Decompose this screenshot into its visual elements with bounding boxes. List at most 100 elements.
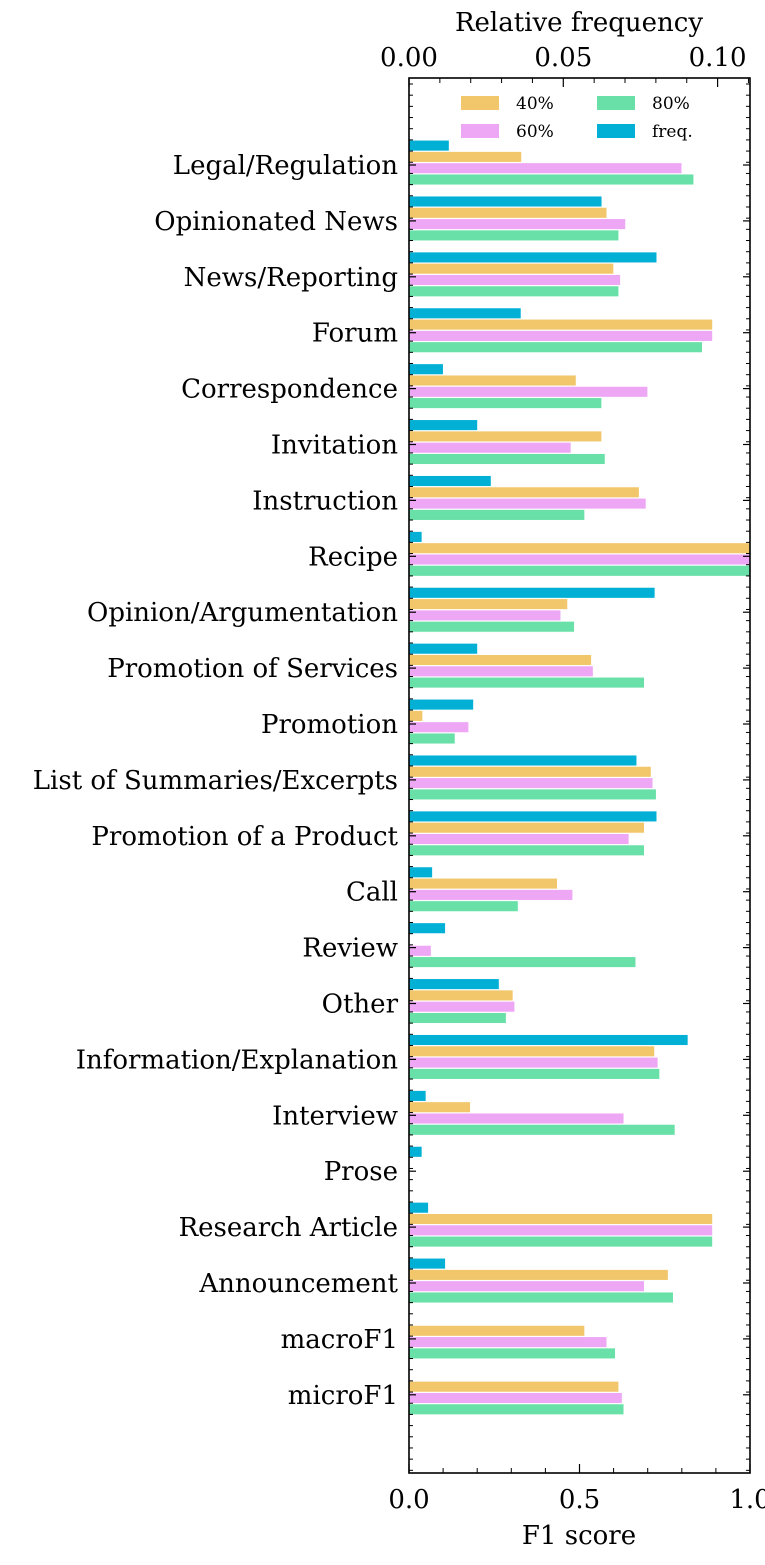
category-label-correspondence: Correspondence — [181, 375, 398, 405]
bar-80-pct-opinionated-news — [408, 229, 620, 242]
bar-60-pct-promotion-of-services — [408, 665, 594, 677]
legend-swatch-40-pct — [461, 96, 499, 110]
bar-60-pct-legal-regulation — [408, 162, 683, 174]
legend-label-60-pct: 60% — [516, 122, 554, 142]
bar-80-pct-invitation — [408, 453, 606, 465]
category-label-macrof1: macroF1 — [281, 1325, 398, 1355]
bar-80-pct-opinion-argumentation — [408, 621, 575, 633]
bar-60-pct-interview — [408, 1112, 625, 1125]
bar-40-pct-legal-regulation — [408, 151, 522, 163]
bar-40-pct-other — [408, 989, 514, 1002]
category-label-promotion: Promotion — [261, 710, 398, 740]
bar-80-pct-promotion-of-a-product — [408, 844, 645, 856]
category-label-call: Call — [346, 878, 398, 908]
legend: 40% 60% 80% freq. — [461, 94, 693, 142]
bar-60-pct-instruction — [408, 497, 647, 510]
x-tick-label: 0.5 — [559, 1485, 600, 1515]
bar-80-pct-legal-regulation — [408, 173, 695, 186]
bar-80-pct-research-article — [408, 1235, 713, 1248]
bar-freq-interview — [408, 1090, 427, 1102]
bar-freq-promotion — [408, 698, 474, 711]
category-label-information-explanation: Information/Explanation — [76, 1045, 399, 1075]
x-tick-label: 1.0 — [729, 1485, 765, 1515]
bar-40-pct-microf1 — [408, 1381, 620, 1393]
legend-label-80-pct: 80% — [652, 94, 690, 114]
bar-60-pct-news-reporting — [408, 274, 621, 286]
bar-40-pct-macrof1 — [408, 1325, 585, 1337]
bar-60-pct-call — [408, 889, 573, 901]
bar-freq-review — [408, 922, 446, 934]
top-tick-label: 0.05 — [534, 43, 592, 73]
legend-label-freq: freq. — [652, 122, 693, 142]
bar-freq-instruction — [408, 475, 492, 487]
bar-freq-announcement — [408, 1257, 446, 1270]
category-label-other: Other — [322, 990, 399, 1020]
bar-40-pct-call — [408, 877, 558, 890]
bar-80-pct-instruction — [408, 509, 585, 521]
bar-40-pct-information-explanation — [408, 1045, 655, 1057]
bar-80-pct-review — [408, 956, 637, 968]
bar-60-pct-list-of-summaries-excerpts — [408, 777, 654, 789]
category-label-instruction: Instruction — [252, 486, 398, 516]
bar-80-pct-macrof1 — [408, 1347, 616, 1360]
bar-60-pct-microf1 — [408, 1392, 623, 1404]
bar-freq-list-of-summaries-excerpts — [408, 754, 638, 767]
category-label-microf1: microF1 — [288, 1381, 398, 1411]
bar-freq-invitation — [408, 419, 478, 431]
bar-80-pct-announcement — [408, 1291, 674, 1304]
bar-80-pct-interview — [408, 1124, 676, 1136]
category-label-promotion-of-services: Promotion of Services — [107, 654, 398, 684]
bar-80-pct-correspondence — [408, 397, 602, 409]
bar-60-pct-correspondence — [408, 386, 648, 398]
bar-freq-promotion-of-services — [408, 643, 478, 655]
bar-40-pct-announcement — [408, 1269, 669, 1281]
bar-60-pct-information-explanation — [408, 1056, 659, 1069]
legend-label-40-pct: 40% — [516, 94, 554, 114]
bar-60-pct-other — [408, 1001, 516, 1013]
bar-60-pct-research-article — [408, 1224, 713, 1236]
bar-60-pct-invitation — [408, 442, 572, 454]
bar-40-pct-forum — [408, 318, 713, 331]
bar-80-pct-microf1 — [408, 1403, 625, 1415]
top-axis-title: Relative frequency — [455, 8, 703, 38]
bar-40-pct-instruction — [408, 486, 640, 498]
category-label-announcement: Announcement — [198, 1269, 398, 1299]
bar-freq-news-reporting — [408, 251, 658, 264]
bar-80-pct-promotion — [408, 732, 456, 745]
category-label-invitation: Invitation — [271, 431, 398, 461]
category-label-news-reporting: News/Reporting — [184, 263, 398, 293]
x-axis-title: F1 score — [522, 1521, 636, 1551]
plot-frame — [408, 77, 751, 1474]
bar-freq-other — [408, 978, 500, 990]
category-label-interview: Interview — [272, 1101, 398, 1131]
bar-40-pct-correspondence — [408, 374, 577, 387]
bar-40-pct-recipe — [408, 542, 751, 554]
category-label-promotion-of-a-product: Promotion of a Product — [91, 822, 398, 852]
x-tick-label: 0.0 — [388, 1485, 429, 1515]
bar-60-pct-promotion-of-a-product — [408, 833, 630, 845]
bar-freq-opinionated-news — [408, 195, 603, 208]
bar-80-pct-news-reporting — [408, 285, 620, 297]
bar-freq-information-explanation — [408, 1034, 689, 1046]
bar-60-pct-promotion — [408, 721, 469, 733]
category-label-opinion-argumentation: Opinion/Argumentation — [87, 598, 398, 628]
bar-freq-legal-regulation — [408, 139, 450, 152]
bar-40-pct-opinion-argumentation — [408, 598, 568, 610]
category-label-research-article: Research Article — [179, 1213, 398, 1243]
bar-40-pct-news-reporting — [408, 263, 614, 275]
bar-40-pct-invitation — [408, 430, 602, 443]
category-label-review: Review — [302, 934, 398, 964]
bar-40-pct-promotion — [408, 710, 423, 722]
category-label-prose: Prose — [324, 1157, 398, 1187]
top-tick-label: 0.00 — [380, 43, 438, 73]
labels-layer: Legal/Regulation Opinionated News News/Rep… — [33, 43, 765, 1515]
bar-60-pct-recipe — [408, 553, 751, 566]
bars-layer — [408, 139, 751, 1415]
bar-freq-forum — [408, 307, 522, 319]
category-label-legal-regulation: Legal/Regulation — [173, 151, 398, 181]
top-tick-label: 0.10 — [689, 43, 747, 73]
category-label-opinionated-news: Opinionated News — [154, 207, 398, 237]
bar-40-pct-opinionated-news — [408, 207, 608, 219]
legend-swatch-60-pct — [461, 124, 499, 138]
